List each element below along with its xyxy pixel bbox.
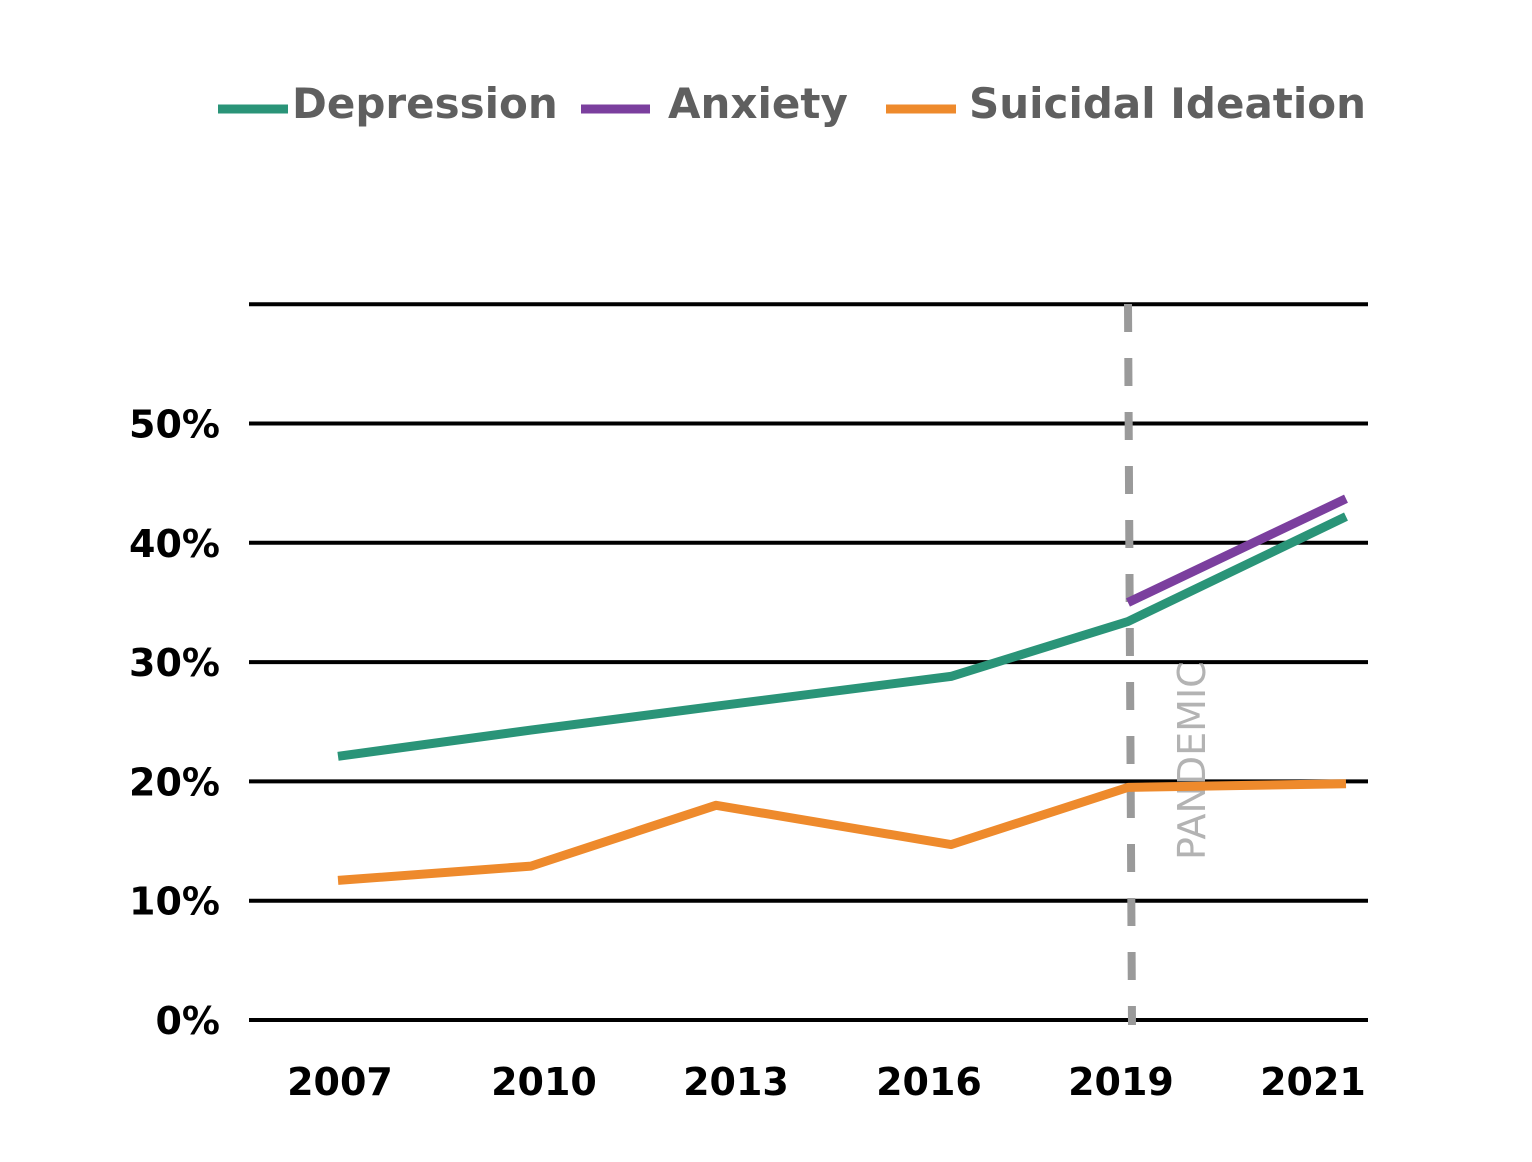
y-tick-label: 20% xyxy=(129,760,220,804)
pandemic-annotation: PANDEMIC xyxy=(1124,303,1214,1026)
series-lines xyxy=(337,494,1348,885)
y-tick-label: 40% xyxy=(129,522,220,566)
y-tick-label: 30% xyxy=(129,641,220,685)
x-tick-label: 2007 xyxy=(287,1060,393,1104)
x-tick-label: 2016 xyxy=(876,1060,982,1104)
legend-item-suicidal_ideation: Suicidal Ideation xyxy=(886,79,1366,128)
y-tick-label: 0% xyxy=(155,999,220,1043)
x-tick-label: 2013 xyxy=(683,1060,789,1104)
legend-item-anxiety: Anxiety xyxy=(581,79,848,128)
gridlines xyxy=(249,302,1368,1022)
x-axis-ticks: 2007 2010 2013 2016 2019 2021 xyxy=(287,1060,1366,1104)
series-line-depression xyxy=(337,512,1348,761)
series-line-suicidal_ideation xyxy=(337,779,1347,885)
y-axis-ticks: 0% 10% 20% 30% 40% 50% xyxy=(129,403,220,1044)
pandemic-line xyxy=(1124,303,1136,1026)
y-tick-label: 50% xyxy=(129,403,220,447)
legend-item-depression: Depression xyxy=(218,79,558,128)
pandemic-label: PANDEMIC xyxy=(1170,661,1214,860)
x-tick-label: 2021 xyxy=(1260,1060,1366,1104)
legend-label: Suicidal Ideation xyxy=(969,79,1366,128)
legend: Depression Anxiety Suicidal Ideation xyxy=(218,79,1366,128)
y-tick-label: 10% xyxy=(129,880,220,924)
x-tick-label: 2019 xyxy=(1068,1060,1174,1104)
legend-label: Anxiety xyxy=(668,79,848,128)
legend-label: Depression xyxy=(292,79,558,128)
series-line-anxiety xyxy=(1126,494,1348,607)
x-tick-label: 2010 xyxy=(491,1060,597,1104)
